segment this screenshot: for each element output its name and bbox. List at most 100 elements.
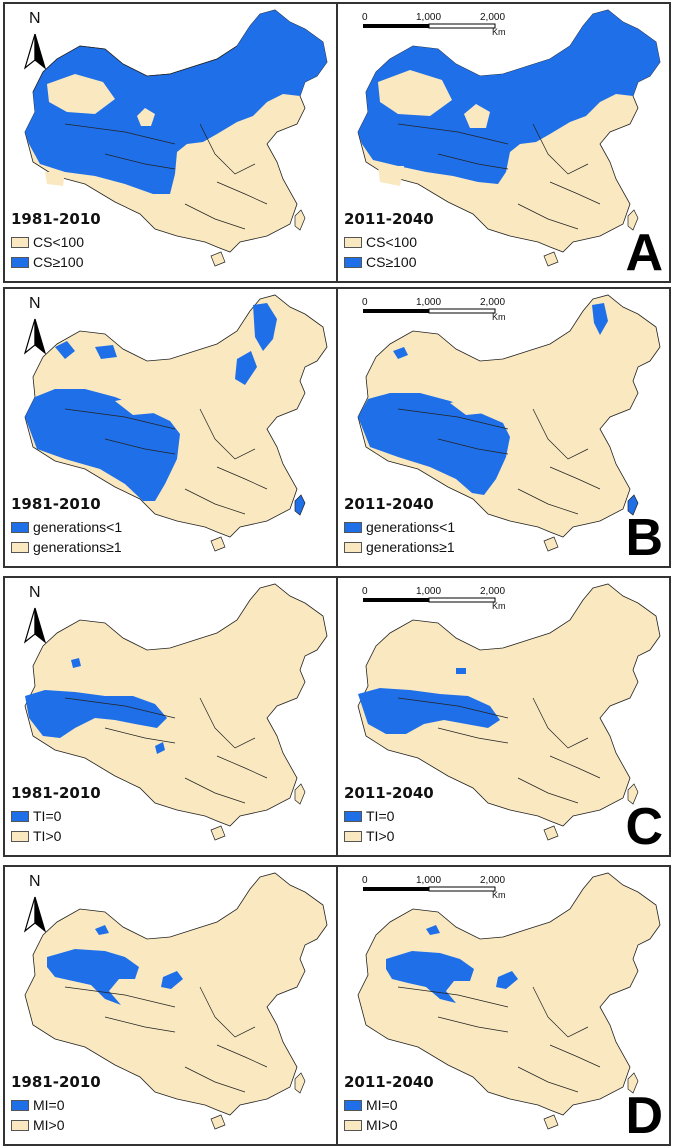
- legend-item: MI=0: [344, 1095, 398, 1115]
- scale-tick-label: 0: [362, 586, 368, 597]
- period-label: 2011-2040: [344, 210, 434, 228]
- legend-item: generations<1: [11, 517, 122, 537]
- legend-label: TI=0: [366, 808, 395, 824]
- legend-label: generations<1: [366, 519, 456, 535]
- north-arrow: N: [19, 10, 51, 72]
- legend-item: TI>0: [344, 826, 394, 846]
- scale-bar-graphic: [363, 308, 496, 314]
- legend-label: generations≥1: [33, 539, 122, 555]
- legend-item: CS<100: [344, 232, 417, 252]
- scale-bar-graphic: [363, 23, 496, 29]
- north-arrow-icon: [23, 607, 47, 644]
- panel-d-2011-2040: 0 1,000 2,000 Km 2011-2040 MI=0: [338, 867, 669, 1144]
- legend-label: generations<1: [33, 519, 123, 535]
- scale-tick-label: 1,000: [416, 297, 442, 308]
- period-label: 1981-2010: [11, 784, 101, 802]
- legend-swatch: [344, 236, 362, 248]
- legend-swatch: [344, 521, 362, 533]
- china-map: [24, 294, 328, 552]
- legend-label: CS<100: [366, 234, 417, 250]
- legend-swatch: [11, 256, 29, 268]
- north-arrow: N: [19, 873, 51, 935]
- period-label: 1981-2010: [11, 1073, 101, 1091]
- legend-item: TI>0: [11, 826, 61, 846]
- legend: MI=0 MI>0: [11, 1095, 65, 1135]
- legend-item: TI=0: [11, 806, 61, 826]
- legend-item: generations<1: [344, 517, 455, 537]
- legend: generations<1 generations≥1: [344, 517, 455, 557]
- panel-divider: [336, 578, 338, 855]
- period-label: 1981-2010: [11, 495, 101, 513]
- legend: generations<1 generations≥1: [11, 517, 122, 557]
- north-arrow: N: [19, 584, 51, 646]
- legend: CS<100 CS≥100: [344, 232, 417, 272]
- scale-unit: Km: [492, 27, 506, 37]
- row-b: N 1981-2010 generations<1: [3, 287, 671, 568]
- north-label: N: [29, 873, 41, 890]
- north-arrow-icon: [23, 33, 47, 70]
- row-c: N 1981-2010 TI=0 TI>0: [3, 576, 671, 857]
- china-map: [24, 583, 328, 841]
- row-d: N 1981-2010 MI=0 MI>0: [3, 865, 671, 1146]
- panel-letter: D: [625, 1087, 663, 1145]
- panel-a-2011-2040: 0 1,000 2,000 Km 2011-2040 CS<100: [338, 4, 669, 281]
- panel-d-1981-2010: N 1981-2010 MI=0 MI>0: [5, 867, 336, 1144]
- north-label: N: [29, 295, 41, 312]
- legend: MI=0 MI>0: [344, 1095, 398, 1135]
- legend-item: CS≥100: [11, 252, 84, 272]
- scale-tick-label: 0: [362, 12, 368, 23]
- legend-swatch: [344, 1119, 362, 1131]
- scale-unit: Km: [492, 890, 506, 900]
- legend-label: TI=0: [33, 808, 62, 824]
- legend-label: TI>0: [33, 828, 62, 844]
- scale-tick-label: 2,000: [480, 297, 506, 308]
- panel-c-1981-2010: N 1981-2010 TI=0 TI>0: [5, 578, 336, 855]
- panel-divider: [336, 4, 338, 281]
- panel-letter: A: [625, 224, 663, 282]
- period-label: 1981-2010: [11, 210, 101, 228]
- legend-swatch: [11, 541, 29, 553]
- legend-item: MI>0: [11, 1115, 65, 1135]
- legend-label: MI>0: [33, 1117, 65, 1133]
- panel-divider: [336, 867, 338, 1144]
- period-label: 2011-2040: [344, 784, 434, 802]
- legend-swatch: [344, 1099, 362, 1111]
- china-map: [357, 9, 661, 267]
- scale-unit: Km: [492, 312, 506, 322]
- legend-swatch: [11, 810, 29, 822]
- north-arrow-icon: [23, 896, 47, 933]
- legend: TI=0 TI>0: [344, 806, 394, 846]
- legend-item: generations≥1: [344, 537, 455, 557]
- scale-tick-label: 2,000: [480, 12, 506, 23]
- scale-bar-graphic: [363, 597, 496, 603]
- legend-swatch: [11, 830, 29, 842]
- north-label: N: [29, 584, 41, 601]
- legend-label: CS≥100: [366, 254, 417, 270]
- scale-bar: 0 1,000 2,000 Km: [362, 586, 506, 616]
- legend-item: MI>0: [344, 1115, 398, 1135]
- scale-tick-label: 1,000: [416, 875, 442, 886]
- north-label: N: [29, 10, 41, 27]
- north-arrow-icon: [23, 318, 47, 355]
- legend-label: CS≥100: [33, 254, 84, 270]
- legend-swatch: [11, 236, 29, 248]
- panel-b-2011-2040: 0 1,000 2,000 Km 2011-2040 generations<1: [338, 289, 669, 566]
- period-label: 2011-2040: [344, 1073, 434, 1091]
- china-map: [357, 583, 661, 841]
- scale-tick-label: 1,000: [416, 586, 442, 597]
- legend-swatch: [11, 521, 29, 533]
- legend-label: MI>0: [366, 1117, 398, 1133]
- legend-label: CS<100: [33, 234, 84, 250]
- north-arrow: N: [19, 295, 51, 357]
- scale-bar: 0 1,000 2,000 Km: [362, 297, 506, 327]
- panel-b-1981-2010: N 1981-2010 generations<1: [5, 289, 336, 566]
- legend-item: CS<100: [11, 232, 84, 252]
- panel-c-2011-2040: 0 1,000 2,000 Km 2011-2040 TI=0: [338, 578, 669, 855]
- panel-letter: B: [625, 509, 663, 567]
- panel-divider: [336, 289, 338, 566]
- legend-label: generations≥1: [366, 539, 455, 555]
- panel-a-1981-2010: N 1981-2010 CS<100 CS≥100: [5, 4, 336, 281]
- legend: CS<100 CS≥100: [11, 232, 84, 272]
- china-map: [357, 872, 661, 1130]
- period-label: 2011-2040: [344, 495, 434, 513]
